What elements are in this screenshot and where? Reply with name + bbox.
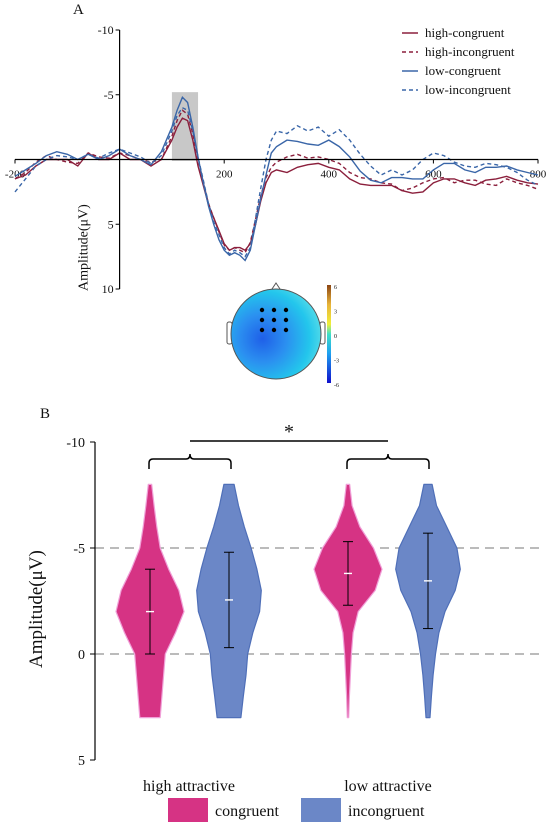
electrode-dot (271, 327, 277, 333)
topomap-electrodes (259, 307, 289, 333)
group-brace (346, 453, 430, 469)
topomap-head (230, 288, 322, 380)
legend-label: incongruent (348, 803, 425, 820)
topomap-colorbar (327, 285, 331, 383)
erp-legend: high-congruent high-incongruent low-congru… (402, 25, 515, 97)
series-line-high-incongruent (14, 109, 539, 254)
electrode-dot (259, 307, 265, 313)
category-label: low attractive (344, 778, 432, 795)
legend-label: high-congruent (425, 25, 505, 40)
colorbar-tick-label: 0 (334, 334, 337, 340)
group-brace (148, 453, 232, 469)
y-tick-label: -5 (104, 88, 114, 102)
colorbar-tick-label: -3 (334, 359, 339, 365)
significance-brackets: * (148, 421, 430, 469)
electrode-dot (283, 327, 289, 333)
x-tick-label: 400 (321, 169, 338, 181)
y-tick-label: -10 (98, 23, 114, 37)
y-tick-label: 5 (108, 217, 114, 231)
electrode-dot (271, 307, 277, 313)
significance-star: * (284, 421, 294, 443)
colorbar-tick-label: 6 (334, 285, 337, 291)
time-window-highlight (171, 92, 199, 161)
violin-y-axis-label: Amplitude(μV) (26, 550, 47, 668)
colorbar-tick-label: 3 (334, 310, 337, 316)
electrode-dot (271, 317, 277, 323)
y-tick-label: -5 (73, 542, 85, 557)
violin-chart: -10 -5 0 5 Amplitude(μV) * high attractive l… (26, 421, 540, 822)
violin-y-ticks: -10 -5 0 5 (66, 436, 95, 769)
legend-swatch-incongruent (301, 798, 341, 822)
series-line-high-congruent (14, 117, 539, 252)
legend-swatch-congruent (168, 798, 208, 822)
series-line-low-congruent (14, 96, 539, 262)
series-line-low-incongruent (14, 106, 539, 258)
x-tick-label: 200 (216, 169, 233, 181)
y-tick-label: -10 (66, 436, 85, 451)
y-tick-label: 0 (78, 648, 85, 663)
electrode-dot (283, 307, 289, 313)
panel-label-b: B (40, 406, 50, 422)
violin-category-labels: high attractive low attractive (143, 778, 432, 795)
legend-label: high-incongruent (425, 44, 515, 59)
erp-series-lines (14, 96, 539, 262)
panel-label-a: A (73, 2, 84, 18)
violins (115, 483, 461, 719)
y-tick-label: 5 (78, 754, 85, 769)
legend-label: congruent (215, 803, 280, 820)
category-label: high attractive (143, 778, 235, 795)
electrode-dot (259, 327, 265, 333)
scalp-topomap: 6 3 0 -3 -6 (226, 282, 339, 389)
y-tick-label: 10 (102, 282, 114, 296)
colorbar-ticks: 6 3 0 -3 -6 (334, 285, 339, 389)
legend-label: low-incongruent (425, 82, 511, 97)
erp-y-axis-label: Amplitude(μV) (77, 204, 92, 291)
x-tick-label: 800 (530, 169, 547, 181)
legend-label: low-congruent (425, 63, 501, 78)
electrode-dot (259, 317, 265, 323)
x-tick-label: 600 (425, 169, 442, 181)
colorbar-tick-label: -6 (334, 383, 339, 389)
electrode-dot (283, 317, 289, 323)
violin-legend: congruent incongruent (168, 798, 425, 822)
